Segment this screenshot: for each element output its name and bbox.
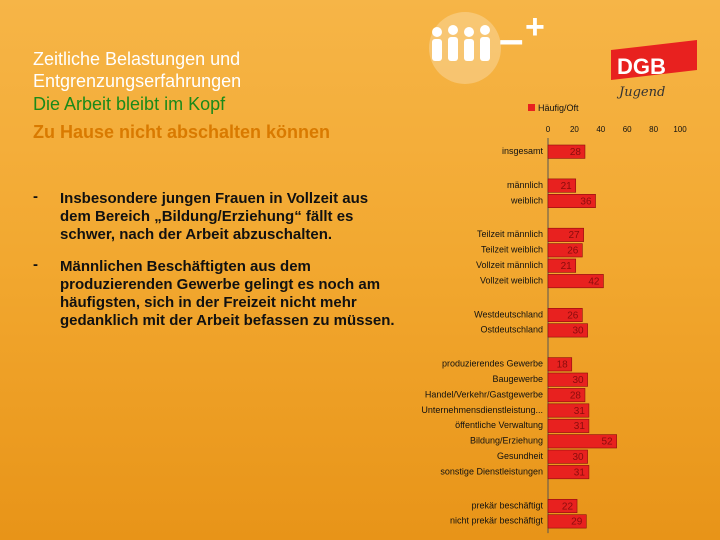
bar <box>547 323 588 338</box>
bar <box>547 498 578 513</box>
legend-swatch <box>528 104 535 111</box>
x-tick-label: 20 <box>570 125 579 134</box>
title-line-4: Zu Hause nicht abschalten können <box>33 122 331 142</box>
x-tick-label: 60 <box>623 125 632 134</box>
bar-value-label: 28 <box>570 390 582 401</box>
bar <box>547 178 577 193</box>
bar <box>547 194 596 209</box>
x-tick-label: 80 <box>649 125 658 134</box>
bar-value-label: 31 <box>574 406 586 417</box>
category-label: produzierendes Gewerbe <box>442 359 543 369</box>
x-axis-ticks: 0 20 40 60 80 100 <box>546 125 687 134</box>
bullet-text-1: Insbesondere jungen Frauen in Vollzeit a… <box>60 190 369 243</box>
x-tick-label: 0 <box>546 125 551 134</box>
category-label: Teilzeit weiblich <box>481 245 543 255</box>
jugend-text: Jugend <box>616 85 665 100</box>
bar <box>547 227 584 242</box>
bar-value-label: 26 <box>567 246 579 257</box>
bar-value-label: 29 <box>571 517 583 528</box>
category-label: sonstige Dienstleistungen <box>440 466 543 476</box>
x-tick-label: 100 <box>673 125 687 134</box>
category-label: Bildung/Erziehung <box>470 436 543 446</box>
category-label: Vollzeit weiblich <box>480 275 543 285</box>
dgb-jugend-logo: – + DGB Jugend <box>415 8 705 113</box>
dgb-flag <box>611 40 697 80</box>
bar-value-label: 21 <box>561 261 573 272</box>
category-label: männlich <box>507 180 543 190</box>
bar <box>547 274 604 289</box>
bar <box>547 388 586 403</box>
category-label: nicht prekär beschäftigt <box>450 516 544 526</box>
category-label: Vollzeit männlich <box>476 260 543 270</box>
category-label: Teilzeit männlich <box>477 229 543 239</box>
bar-value-label: 27 <box>569 230 581 241</box>
bar-value-label: 22 <box>562 501 574 512</box>
bullet-dash-2: - <box>33 256 38 273</box>
bar-value-label: 36 <box>580 196 592 207</box>
bar-value-label: 18 <box>557 360 569 371</box>
bar <box>547 258 577 273</box>
bar-value-label: 21 <box>561 181 573 192</box>
category-label: Baugewerbe <box>492 374 543 384</box>
category-label: Ostdeutschland <box>480 325 543 335</box>
category-label: prekär beschäftigt <box>471 500 543 510</box>
title-line-2: Entgrenzungserfahrungen <box>33 71 242 91</box>
title-line-3: Die Arbeit bleibt im Kopf <box>33 94 226 114</box>
category-label: Gesundheit <box>497 451 544 461</box>
legend-label: Häufig/Oft <box>538 103 579 113</box>
bullet-text-2: Männlichen Beschäftigten aus dem produzi… <box>60 258 395 329</box>
category-label: insgesamt <box>502 146 544 156</box>
category-label: weiblich <box>510 195 543 205</box>
bar <box>547 465 590 480</box>
x-tick-label: 40 <box>596 125 605 134</box>
bar <box>547 403 590 418</box>
bar-value-label: 42 <box>588 276 600 287</box>
category-label: öffentliche Verwaltung <box>455 420 543 430</box>
bar <box>547 514 587 529</box>
bar-value-label: 26 <box>567 310 579 321</box>
dgb-text: DGB <box>617 54 666 79</box>
bar-value-label: 30 <box>572 452 584 463</box>
title-line-1: Zeitliche Belastungen und <box>33 49 241 69</box>
bar <box>547 449 588 464</box>
category-label: Handel/Verkehr/Gastgewerbe <box>425 389 543 399</box>
category-label: Westdeutschland <box>474 309 543 319</box>
bar <box>547 418 590 433</box>
people-icon <box>432 25 490 61</box>
bar-value-label: 31 <box>574 421 586 432</box>
bar <box>547 307 583 322</box>
plus-sign: + <box>525 8 545 46</box>
bar-value-label: 30 <box>572 375 584 386</box>
bar <box>547 357 573 372</box>
bar <box>547 372 588 387</box>
bar-value-label: 30 <box>572 326 584 337</box>
bar <box>547 243 583 258</box>
bar-value-label: 31 <box>574 467 586 478</box>
category-label: Unternehmensdienstleistung... <box>421 405 543 415</box>
bar-value-label: 28 <box>570 147 582 158</box>
bars-group: insgesamt 28 männlich 21 weiblich 36 Teilzeit … <box>421 144 617 529</box>
bullet-dash-1: - <box>33 188 38 205</box>
bar <box>547 144 586 159</box>
bar <box>547 434 617 449</box>
bar-value-label: 52 <box>602 437 614 448</box>
minus-sign: – <box>499 15 523 64</box>
logo-graphic: – + DGB Jugend <box>429 8 697 100</box>
